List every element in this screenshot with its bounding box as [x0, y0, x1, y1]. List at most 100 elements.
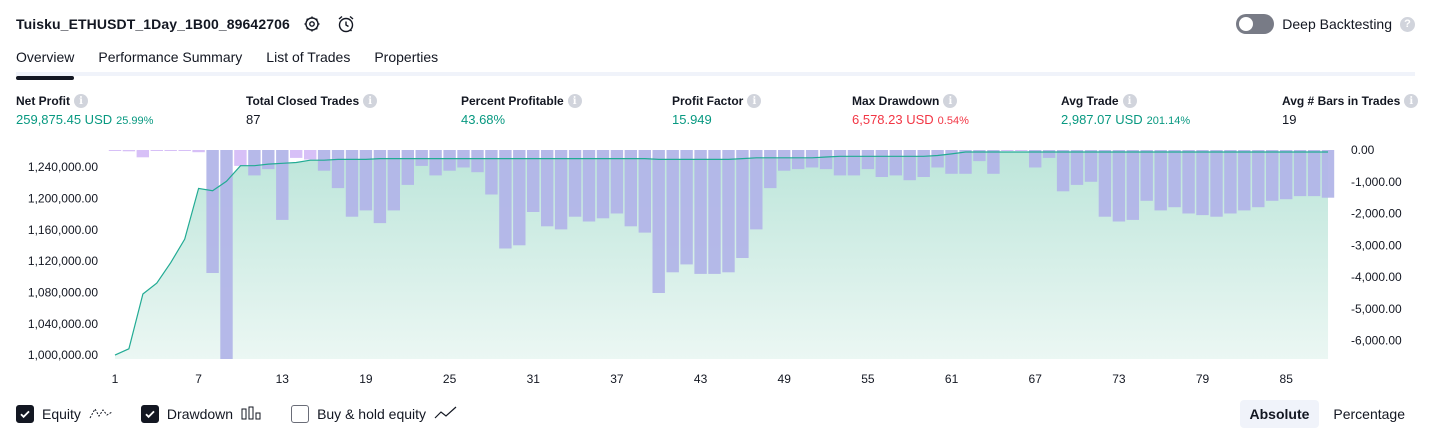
y-right-tick-label: -5,000.00: [1351, 302, 1402, 316]
metric-label: Profit Factor: [672, 94, 744, 108]
y-right-tick-label: -1,000.00: [1351, 175, 1402, 189]
metric-value: 19: [1282, 112, 1297, 127]
drawdown-bar: [987, 150, 1000, 174]
drawdown-bar: [499, 150, 512, 249]
metrics-row: Net Profit i 259,875.45 USD 25.99% Total C…: [16, 93, 1419, 133]
drawdown-bar: [722, 150, 735, 273]
drawdown-bar: [554, 150, 568, 230]
x-tick-label: 85: [1280, 372, 1294, 386]
drawdown-bar: [1280, 150, 1293, 200]
legend-label: Drawdown: [166, 406, 234, 422]
x-tick-label: 43: [694, 372, 708, 386]
drawdown-bar: [750, 150, 763, 230]
chart-legend: Equity Drawdown Buy & hold equity: [16, 403, 458, 425]
drawdown-bar: [415, 150, 428, 166]
drawdown-bar: [345, 150, 359, 217]
metric-avg-trade: Avg Trade i 2,987.07 USD 201.14%: [1061, 93, 1190, 127]
drawdown-bar: [778, 150, 791, 171]
drawdown-bar: [959, 150, 972, 174]
drawdown-bar: [513, 150, 526, 246]
metric-value: 6,578.23 USD: [852, 112, 934, 127]
equity-line-icon: [89, 406, 113, 423]
drawdown-bar: [708, 150, 721, 274]
drawdown-checkbox[interactable]: [140, 405, 159, 423]
drawdown-bar: [945, 150, 958, 174]
drawdown-bar: [387, 150, 400, 211]
drawdown-bar: [136, 150, 149, 158]
tab-list-of-trades[interactable]: List of Trades: [266, 49, 351, 65]
tab-bar: Overview Performance Summary List of Tra…: [16, 46, 1415, 80]
deep-backtesting-toggle[interactable]: [1236, 14, 1275, 34]
drawdown-bar: [290, 150, 303, 158]
equity-drawdown-chart[interactable]: 1,000,000.00 1,040,000.00 1,080,000.00 1,12…: [0, 140, 1431, 402]
drawdown-bar: [568, 150, 582, 217]
drawdown-bars-icon: [241, 406, 263, 423]
y-left-tick-label: 1,240,000.00: [28, 160, 98, 174]
drawdown-bar: [736, 150, 749, 258]
drawdown-bar: [1182, 150, 1195, 214]
drawdown-bar: [1321, 150, 1335, 198]
drawdown-bar: [875, 150, 888, 177]
drawdown-bar: [429, 150, 442, 176]
info-icon[interactable]: i: [943, 94, 958, 108]
strategy-name: Tuisku_ETHUSDT_1Day_1B00_89642706: [16, 16, 290, 32]
metric-label: Percent Profitable: [461, 94, 564, 108]
tab-overview[interactable]: Overview: [16, 46, 75, 80]
settings-gear-icon[interactable]: [300, 12, 324, 36]
info-icon[interactable]: i: [363, 94, 378, 108]
tab-performance-summary[interactable]: Performance Summary: [98, 49, 243, 65]
drawdown-bar: [805, 150, 819, 168]
info-icon[interactable]: i: [1122, 94, 1137, 108]
drawdown-bar: [206, 150, 219, 273]
equity-checkbox[interactable]: [16, 405, 34, 423]
value-mode-switch: Absolute Percentage: [1239, 400, 1416, 428]
drawdown-bar: [973, 150, 986, 162]
drawdown-bar: [220, 150, 233, 359]
drawdown-bar: [931, 150, 944, 168]
drawdown-bar: [401, 150, 414, 185]
deep-backtesting: Deep Backtesting ?: [1236, 12, 1415, 36]
info-icon[interactable]: i: [567, 94, 582, 108]
info-icon[interactable]: i: [1404, 94, 1419, 108]
drawdown-bar: [1015, 150, 1028, 151]
drawdown-bar: [1056, 150, 1070, 192]
metric-percent: 0.54%: [937, 115, 969, 127]
info-icon[interactable]: i: [747, 94, 762, 108]
drawdown-bar: [262, 150, 275, 170]
y-right-tick-label: -4,000.00: [1351, 270, 1402, 284]
drawdown-bar: [1070, 150, 1084, 185]
legend-drawdown[interactable]: Drawdown: [140, 405, 263, 423]
percentage-button[interactable]: Percentage: [1333, 406, 1405, 422]
drawdown-bar: [485, 150, 498, 195]
tab-properties[interactable]: Properties: [374, 49, 439, 65]
drawdown-bar: [527, 150, 540, 212]
y-left-tick-label: 1,200,000.00: [28, 192, 98, 206]
metric-label: Total Closed Trades: [246, 94, 360, 108]
drawdown-bar: [1042, 150, 1056, 158]
drawdown-bar: [1001, 150, 1014, 151]
metric-value: 15.949: [672, 112, 712, 127]
absolute-button[interactable]: Absolute: [1239, 400, 1320, 428]
drawdown-bar: [861, 150, 875, 170]
buy-hold-checkbox[interactable]: [291, 405, 310, 423]
legend-equity[interactable]: Equity: [16, 405, 113, 423]
legend-buy-hold[interactable]: Buy & hold equity: [291, 405, 458, 423]
drawdown-bar: [234, 150, 247, 166]
drawdown-bar: [889, 150, 902, 176]
help-icon[interactable]: ?: [1400, 16, 1415, 32]
drawdown-bar: [680, 150, 693, 265]
y-left-tick-label: 1,040,000.00: [28, 317, 98, 331]
drawdown-bar: [164, 150, 177, 151]
metric-profit-factor: Profit Factor i 15.949: [672, 93, 762, 127]
drawdown-bar: [1196, 150, 1209, 216]
drawdown-bar: [1029, 150, 1042, 168]
metric-value: 43.68%: [461, 112, 506, 127]
metric-label: Avg # Bars in Trades: [1282, 94, 1401, 108]
metric-label: Avg Trade: [1061, 94, 1119, 108]
metric-label: Net Profit: [16, 94, 70, 108]
drawdown-bar: [178, 150, 191, 151]
drawdown-bar: [331, 150, 345, 189]
alarm-clock-icon[interactable]: [334, 12, 358, 36]
info-icon[interactable]: i: [74, 94, 88, 108]
drawdown-bar: [1140, 150, 1153, 201]
